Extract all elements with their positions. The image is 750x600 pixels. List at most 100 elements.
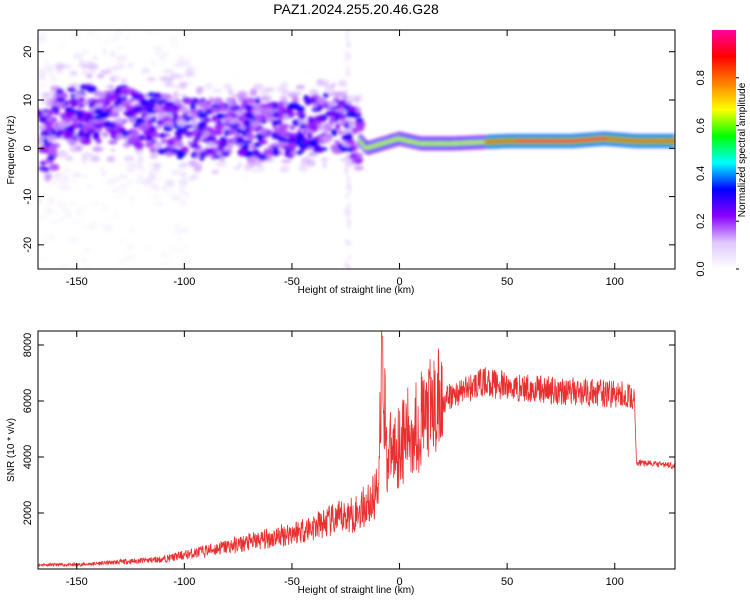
heatmap-cell	[210, 155, 216, 160]
heatmap-cell	[242, 119, 252, 127]
heatmap-cell	[126, 243, 134, 251]
heatmap-cell	[55, 218, 65, 224]
heatmap-cell	[344, 51, 348, 58]
heatmap-cell	[38, 92, 41, 96]
heatmap-cell	[195, 86, 203, 95]
heatmap-cell	[102, 224, 115, 233]
heatmap-cell	[57, 172, 66, 177]
heatmap-cell	[172, 228, 181, 234]
heatmap-cell	[119, 238, 124, 243]
heatmap-cell	[278, 137, 288, 142]
heatmap-cell	[120, 78, 128, 84]
heatmap-cell	[265, 112, 274, 119]
heatmap-cell	[151, 139, 157, 144]
figure-title: PAZ1.2024.255.20.46.G28	[273, 1, 439, 17]
heatmap-cell	[182, 242, 189, 248]
heatmap-cell	[179, 81, 188, 89]
heatmap-cell	[110, 122, 116, 128]
heatmap-cell	[109, 74, 121, 82]
heatmap-cell	[91, 200, 101, 206]
heatmap-cell	[95, 138, 102, 144]
heatmap-cell	[345, 87, 349, 94]
heatmap-cell	[139, 98, 149, 107]
snr-axes: -150 -100 -50 0 50 100 2000 4000 6000 8000	[22, 331, 675, 588]
heatmap-cell	[182, 62, 191, 66]
heatmap-cell	[227, 142, 234, 149]
heatmap-cell	[176, 234, 181, 242]
heatmap-cell	[286, 109, 294, 117]
heatmap-cell	[347, 254, 351, 261]
x-tick-label: -150	[66, 276, 88, 288]
heatmap-cell	[107, 215, 113, 223]
heatmap-cell	[101, 202, 110, 209]
heatmap-cell	[47, 196, 54, 205]
heatmap-cell	[128, 90, 138, 96]
heatmap-cell	[110, 78, 115, 82]
heatmap-cell	[156, 30, 165, 35]
y-tick-label: -10	[22, 189, 34, 205]
heatmap-cell	[128, 135, 140, 143]
heatmap-cell	[221, 137, 228, 146]
heatmap-cell	[38, 30, 47, 39]
heatmap-cell	[196, 123, 207, 128]
heatmap-cell	[308, 152, 316, 156]
heatmap-cell	[298, 164, 309, 173]
heatmap-cell	[55, 62, 66, 69]
heatmap-cell	[316, 97, 327, 105]
heatmap-cell	[348, 209, 352, 216]
heatmap-cell	[345, 34, 349, 41]
heatmap-cell	[68, 178, 78, 182]
y-tick-label: 6000	[22, 389, 34, 413]
heatmap-cell	[347, 51, 351, 58]
heatmap-cell	[335, 94, 347, 99]
heatmap-cell	[220, 151, 230, 157]
heatmap-cell	[120, 255, 126, 263]
heatmap-cell	[346, 65, 350, 72]
heatmap-cell	[45, 208, 56, 213]
heatmap-cell	[115, 45, 127, 49]
heatmap-cell	[136, 173, 144, 179]
heatmap-cell	[172, 222, 181, 229]
spectrogram-y-axis-label: Frequency (Hz)	[6, 116, 17, 185]
heatmap-cell	[329, 115, 336, 124]
heatmap-cell	[51, 177, 61, 186]
heatmap-cell	[93, 115, 104, 121]
heatmap-cell	[314, 115, 326, 123]
heatmap-cell	[67, 236, 79, 244]
heatmap-cell	[260, 127, 268, 136]
heatmap-cell	[294, 106, 305, 111]
heatmap-cell	[160, 261, 172, 266]
heatmap-cell	[149, 163, 160, 167]
heatmap-cell	[79, 206, 88, 211]
snr-x-axis-label: Height of straight line (km)	[298, 585, 415, 596]
heatmap-cell	[38, 83, 48, 88]
heatmap-cell	[330, 144, 338, 150]
heatmap-cell	[49, 143, 57, 149]
heatmap-cell	[68, 32, 76, 37]
heatmap-cell	[260, 95, 272, 103]
snr-plot	[37, 331, 676, 568]
heatmap-cell	[215, 129, 223, 136]
heatmap-cell	[338, 79, 347, 87]
heatmap-cell	[245, 134, 256, 141]
heatmap-cell	[278, 124, 289, 132]
heatmap-cell	[177, 55, 185, 63]
heatmap-cell	[106, 156, 116, 163]
heatmap-cell	[63, 185, 73, 191]
heatmap-cell	[86, 74, 93, 79]
heatmap-cell	[137, 155, 144, 163]
heatmap-cell	[86, 115, 93, 120]
heatmap-cell	[290, 90, 303, 96]
heatmap-cell	[182, 56, 192, 64]
heatmap-cell	[104, 97, 114, 103]
heatmap-cell	[155, 125, 163, 130]
heatmap-cell	[116, 195, 124, 200]
heatmap-cell	[243, 139, 253, 144]
heatmap-cell	[90, 66, 96, 75]
heatmap-cell	[182, 99, 193, 105]
heatmap-cell	[325, 101, 336, 108]
x-tick-label: -100	[173, 576, 195, 588]
heatmap-cell	[347, 41, 351, 48]
